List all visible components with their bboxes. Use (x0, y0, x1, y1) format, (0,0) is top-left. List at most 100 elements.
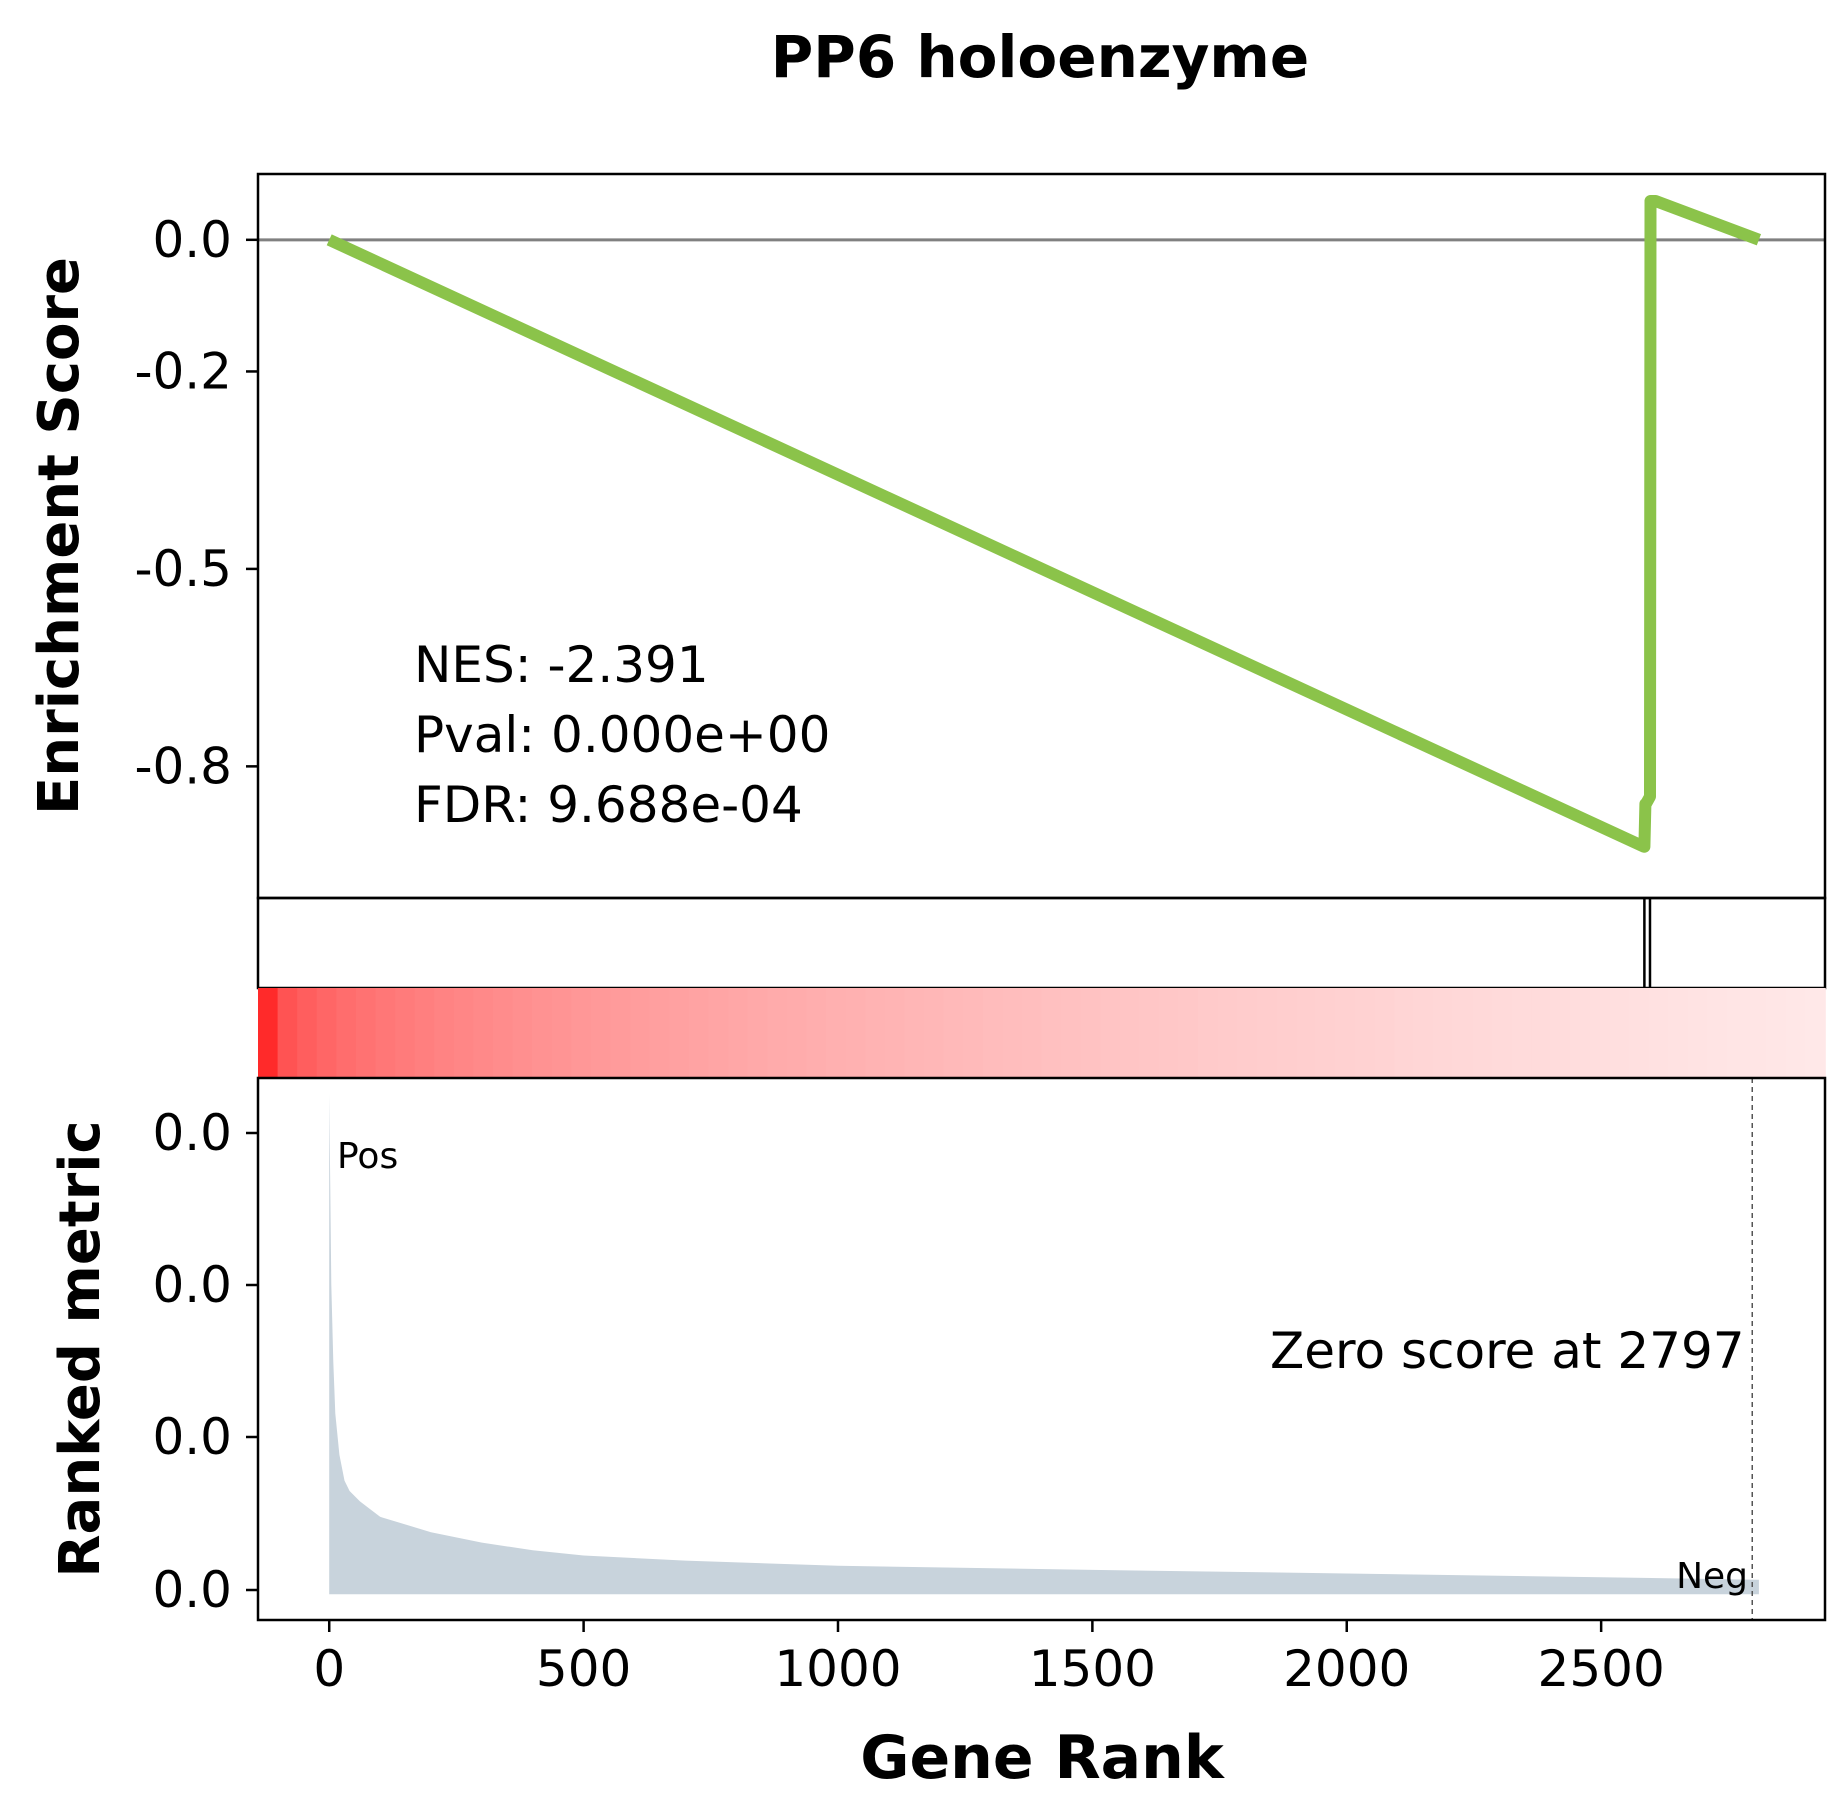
colorbar-segment (1570, 988, 1591, 1078)
colorbar-segment (923, 988, 945, 1078)
colorbar-segment (747, 988, 769, 1078)
ranked-metric-y-tick-label: 0.0 (152, 1561, 232, 1619)
colorbar-segment (728, 988, 749, 1078)
ranked-metric-area (329, 1093, 1759, 1595)
colorbar-segment (1785, 988, 1807, 1078)
colorbar-segment (1492, 988, 1513, 1078)
colorbar-segment (669, 988, 690, 1078)
hits-panel (256, 896, 1827, 990)
colorbar-segment (551, 988, 573, 1078)
enrichment-score-line (326, 195, 1762, 853)
colorbar-segment (688, 988, 710, 1078)
colorbar-segment (826, 988, 847, 1078)
x-tick-label: 2500 (1538, 1640, 1665, 1698)
colorbar-segment (1178, 988, 1199, 1078)
colorbar-segment (336, 988, 357, 1078)
enrichment-y-tick-label: -0.5 (134, 540, 232, 598)
colorbar-segment (1276, 988, 1297, 1078)
x-tick-label: 1000 (774, 1640, 901, 1698)
colorbar-segment (1609, 988, 1630, 1078)
x-tick-label: 500 (536, 1640, 631, 1698)
colorbar-segment (1139, 988, 1160, 1078)
colorbar-segment (1217, 988, 1239, 1078)
colorbar-segment (453, 988, 475, 1078)
colorbar-segment (590, 988, 612, 1078)
hit-lines (1643, 898, 1652, 988)
ranked-metric-y-tick-label: 0.0 (152, 1408, 232, 1466)
colorbar-segment (316, 988, 338, 1078)
enrichment-y-tick-label: -0.2 (134, 342, 232, 400)
ranked-metric-frame (256, 1076, 1827, 1622)
colorbar-segment (767, 988, 788, 1078)
colorbar-segment (786, 988, 808, 1078)
colorbar-segment (1472, 988, 1493, 1078)
colorbar-segment (845, 988, 867, 1078)
colorbar-segment (806, 988, 827, 1078)
colorbar-segment (1668, 988, 1689, 1078)
colorbar-segment (649, 988, 671, 1078)
colorbar-segment (1687, 988, 1709, 1078)
enrichment-y-ticks: 0.0 -0.2 -0.5 -0.8 (134, 211, 258, 795)
colorbar-segment (1002, 988, 1023, 1078)
x-tick-label: 2000 (1283, 1640, 1410, 1698)
ranked-metric-y-tick-label: 0.0 (152, 1104, 232, 1162)
colorbar-segment (434, 988, 455, 1078)
colorbar-segment (708, 988, 729, 1078)
colorbar-segment (1452, 988, 1474, 1078)
colorbar-segment (571, 988, 592, 1078)
pos-label: Pos (337, 1136, 398, 1177)
colorbar-segment (355, 988, 377, 1078)
colorbar-segment (1394, 988, 1415, 1078)
colorbar-segment (1433, 988, 1454, 1078)
enrichment-y-tick-label: 0.0 (152, 211, 232, 269)
colorbar-segment (1766, 988, 1787, 1078)
ranked-metric-y-ticks: 0.0 0.0 0.0 0.0 (152, 1104, 258, 1619)
colorbar-segment (963, 988, 984, 1078)
nes-stat: NES: -2.391 (414, 636, 709, 694)
colorbar-segment (1648, 988, 1670, 1078)
colorbar-segment (1374, 988, 1395, 1078)
colorbar-segment (1354, 988, 1376, 1078)
rank-colorbar (258, 988, 1826, 1078)
colorbar-segment (630, 988, 651, 1078)
ranked-metric-y-label: Ranked metric (48, 1120, 113, 1577)
chart-title: PP6 holoenzyme (771, 23, 1309, 91)
colorbar-segment (610, 988, 631, 1078)
ranked-metric-y-tick-label: 0.0 (152, 1256, 232, 1314)
colorbar-segment (493, 988, 514, 1078)
hits-frame (256, 896, 1827, 990)
x-tick-label: 0 (313, 1640, 345, 1698)
colorbar-segment (1041, 988, 1062, 1078)
neg-label: Neg (1676, 1556, 1748, 1597)
colorbar-segment (1296, 988, 1317, 1078)
colorbar-segment (884, 988, 906, 1078)
colorbar-segment (395, 988, 416, 1078)
colorbar-segment (1589, 988, 1611, 1078)
zero-cross-annotation: Zero score at 2797 (1270, 1322, 1745, 1380)
colorbar-segment (1021, 988, 1043, 1078)
colorbar-segment (1550, 988, 1572, 1078)
colorbar-segment (1198, 988, 1219, 1078)
colorbar-segment (1805, 988, 1826, 1078)
colorbar-segment (1315, 988, 1337, 1078)
colorbar-segment (1100, 988, 1121, 1078)
colorbar-segment (943, 988, 964, 1078)
colorbar-segment (277, 988, 298, 1078)
colorbar-segment (414, 988, 436, 1078)
x-axis-label: Gene Rank (860, 1723, 1226, 1793)
colorbar-segment (1335, 988, 1356, 1078)
colorbar-segment (1256, 988, 1278, 1078)
colorbar-segment (375, 988, 396, 1078)
colorbar-segment (1237, 988, 1258, 1078)
colorbar-segment (1746, 988, 1768, 1078)
colorbar-segment (258, 988, 279, 1078)
enrichment-y-tick-label: -0.8 (134, 737, 232, 795)
enrichment-panel: 0.0 -0.2 -0.5 -0.8 NES: -2.391 Pval: 0.000e… (27, 172, 1827, 900)
colorbar-segment (1119, 988, 1141, 1078)
colorbar-segment (512, 988, 534, 1078)
colorbar-segment (1629, 988, 1650, 1078)
colorbar-segment (1413, 988, 1435, 1078)
colorbar-segment (532, 988, 553, 1078)
colorbar-segment (1159, 988, 1180, 1078)
